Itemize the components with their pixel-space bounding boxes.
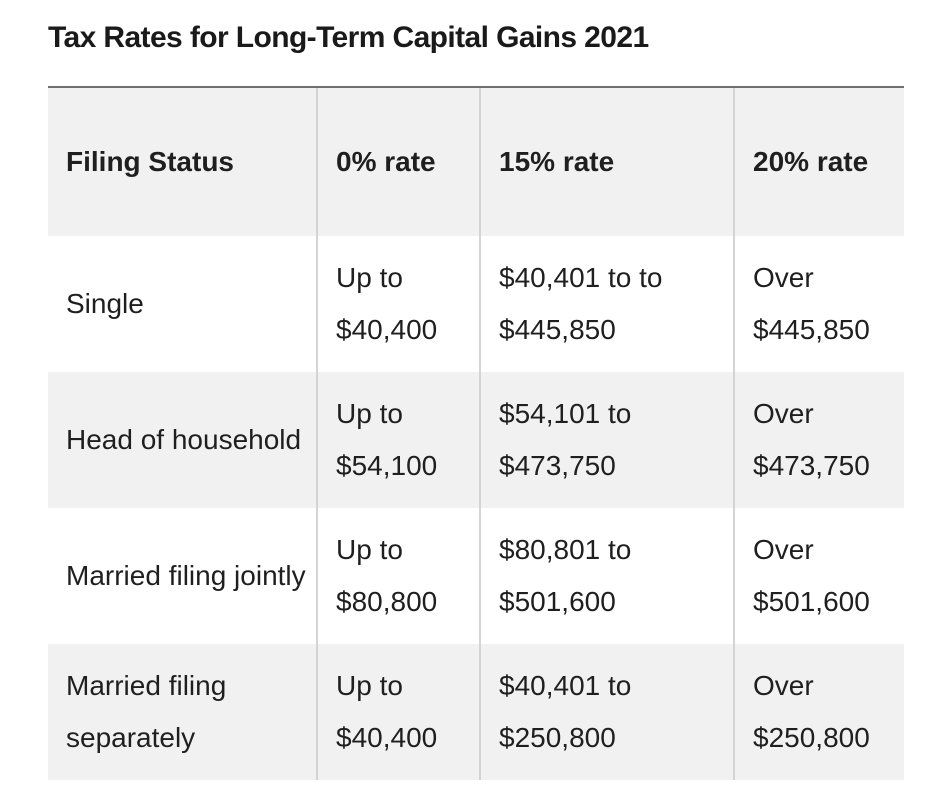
fifteen-rate-cell: $40,401 to $250,800 <box>479 644 734 780</box>
zero-rate-cell: Up to $54,100 <box>316 372 480 508</box>
header-filing-status: Filing Status <box>48 86 317 236</box>
table-row: Head of household Up to $54,100 $54,101 … <box>48 372 904 508</box>
table-title: Tax Rates for Long-Term Capital Gains 20… <box>48 21 649 54</box>
twenty-rate-cell: Over $501,600 <box>733 508 904 644</box>
fifteen-rate-cell: $80,801 to $501,600 <box>479 508 734 644</box>
table-row: Married filing separately Up to $40,400 … <box>48 644 904 780</box>
filing-status-cell: Married filing separately <box>66 670 227 753</box>
zero-rate-cell: Up to $80,800 <box>316 508 480 644</box>
filing-status-cell: Head of household <box>66 424 302 455</box>
table-row: Single Up to $40,400 $40,401 to to $445,… <box>48 236 904 372</box>
table-header-row: Filing Status 0% rate 15% rate 20% rate <box>48 86 904 236</box>
header-fifteen-rate: 15% rate <box>479 86 734 236</box>
header-zero-rate: 0% rate <box>316 86 480 236</box>
zero-rate-cell: Up to $40,400 <box>316 236 480 372</box>
header-twenty-rate: 20% rate <box>733 86 904 236</box>
fifteen-rate-cell: $40,401 to to $445,850 <box>479 236 734 372</box>
zero-rate-cell: Up to $40,400 <box>316 644 480 780</box>
filing-status-cell: Single <box>66 288 144 319</box>
fifteen-rate-cell: $54,101 to $473,750 <box>479 372 734 508</box>
filing-status-cell: Married filing jointly <box>66 560 306 591</box>
tax-rates-table: Filing Status 0% rate 15% rate 20% rate … <box>48 86 904 780</box>
twenty-rate-cell: Over $473,750 <box>733 372 904 508</box>
twenty-rate-cell: Over $445,850 <box>733 236 904 372</box>
twenty-rate-cell: Over $250,800 <box>733 644 904 780</box>
table-row: Married filing jointly Up to $80,800 $80… <box>48 508 904 644</box>
